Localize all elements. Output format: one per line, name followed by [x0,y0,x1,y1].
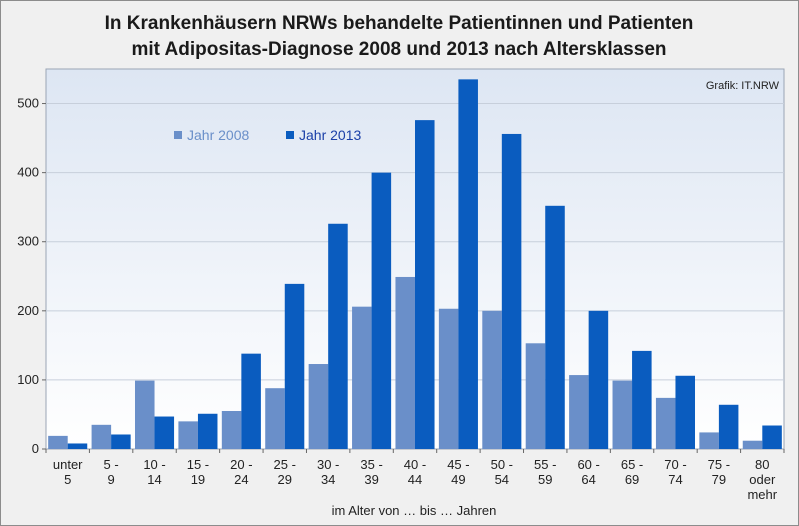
bar-2008 [308,364,329,449]
bar-2008 [438,308,459,449]
x-tick-label: 70 -74 [664,457,686,487]
y-tick-label: 400 [17,165,39,180]
bar-2013 [458,79,478,449]
bar-2008 [525,343,546,449]
bar-2008 [482,310,502,449]
x-tick-label: 15 -19 [187,457,209,487]
bar-2008 [742,440,763,449]
bar-2013 [197,413,218,449]
bar-2008 [699,432,719,449]
y-tick-label: 0 [32,441,39,456]
legend-label-2013: Jahr 2013 [299,127,361,143]
bar-2013 [284,283,305,449]
x-tick-label: 55 -59 [534,457,556,487]
x-tick-label: 5 -9 [104,457,119,487]
legend-swatch-2013 [286,131,294,139]
bar-2013 [762,425,782,449]
bar-2008 [265,388,285,449]
y-tick-label: 200 [17,303,39,318]
bar-2013 [154,416,175,449]
bar-2013 [632,350,652,449]
bar-2013 [241,353,261,449]
legend: Jahr 2008 Jahr 2013 [174,127,361,143]
x-tick-label: unter 5 [53,457,83,487]
bar-2008 [134,380,155,449]
x-tick-label: 45 -49 [447,457,469,487]
y-tick-label: 100 [17,372,39,387]
bar-2013 [588,310,609,449]
x-tick-label: 65 -69 [621,457,643,487]
x-tick-label: 80 oder mehr [747,457,777,502]
bar-2013 [371,172,392,450]
x-tick-label: 35 -39 [360,457,382,487]
x-axis-title: im Alter von … bis … Jahren [332,503,497,518]
y-tick-label: 500 [17,96,39,111]
y-tick-label: 300 [17,234,39,249]
bar-2013 [111,434,131,449]
bar-2008 [569,375,589,449]
bar-2008 [612,380,633,449]
x-tick-label: 60 -64 [577,457,599,487]
x-tick-label: 30 -34 [317,457,339,487]
bar-2013 [328,223,348,449]
bar-2008 [655,397,676,449]
bar-2013 [718,404,739,449]
x-tick-label: 10 -14 [143,457,165,487]
x-tick-label: 50 -54 [491,457,513,487]
x-tick-label: 40 -44 [404,457,426,487]
bar-2008 [178,421,198,449]
bar-2013 [501,133,522,450]
bar-2013 [67,443,88,449]
legend-label-2008: Jahr 2008 [187,127,249,143]
bar-2008 [48,435,68,449]
y-axis-ticks: 0 100 200 300 400 500 [17,96,46,456]
x-tick-label: 25 -29 [274,457,296,487]
x-axis-ticks: unter 5 5 -9 10 -14 15 -19 20 -24 25 -29 30 -34… [45,449,785,502]
x-tick-label: 20 -24 [230,457,252,487]
x-tick-label: 75 -79 [708,457,730,487]
chart-title-line-2: mit Adipositas-Diagnose 2008 und 2013 na… [131,39,666,60]
bar-2008 [352,306,372,449]
chart-title-line-1: In Krankenhäusern NRWs behandelte Patien… [105,13,694,34]
bar-2008 [221,411,242,449]
bar-2013 [545,205,565,449]
bar-2008 [91,424,112,449]
source-label: Grafik: IT.NRW [706,80,780,92]
bars [48,79,782,450]
bar-2013 [675,375,696,449]
legend-swatch-2008 [174,131,182,139]
bar-2013 [415,120,435,450]
bar-2008 [395,276,415,449]
